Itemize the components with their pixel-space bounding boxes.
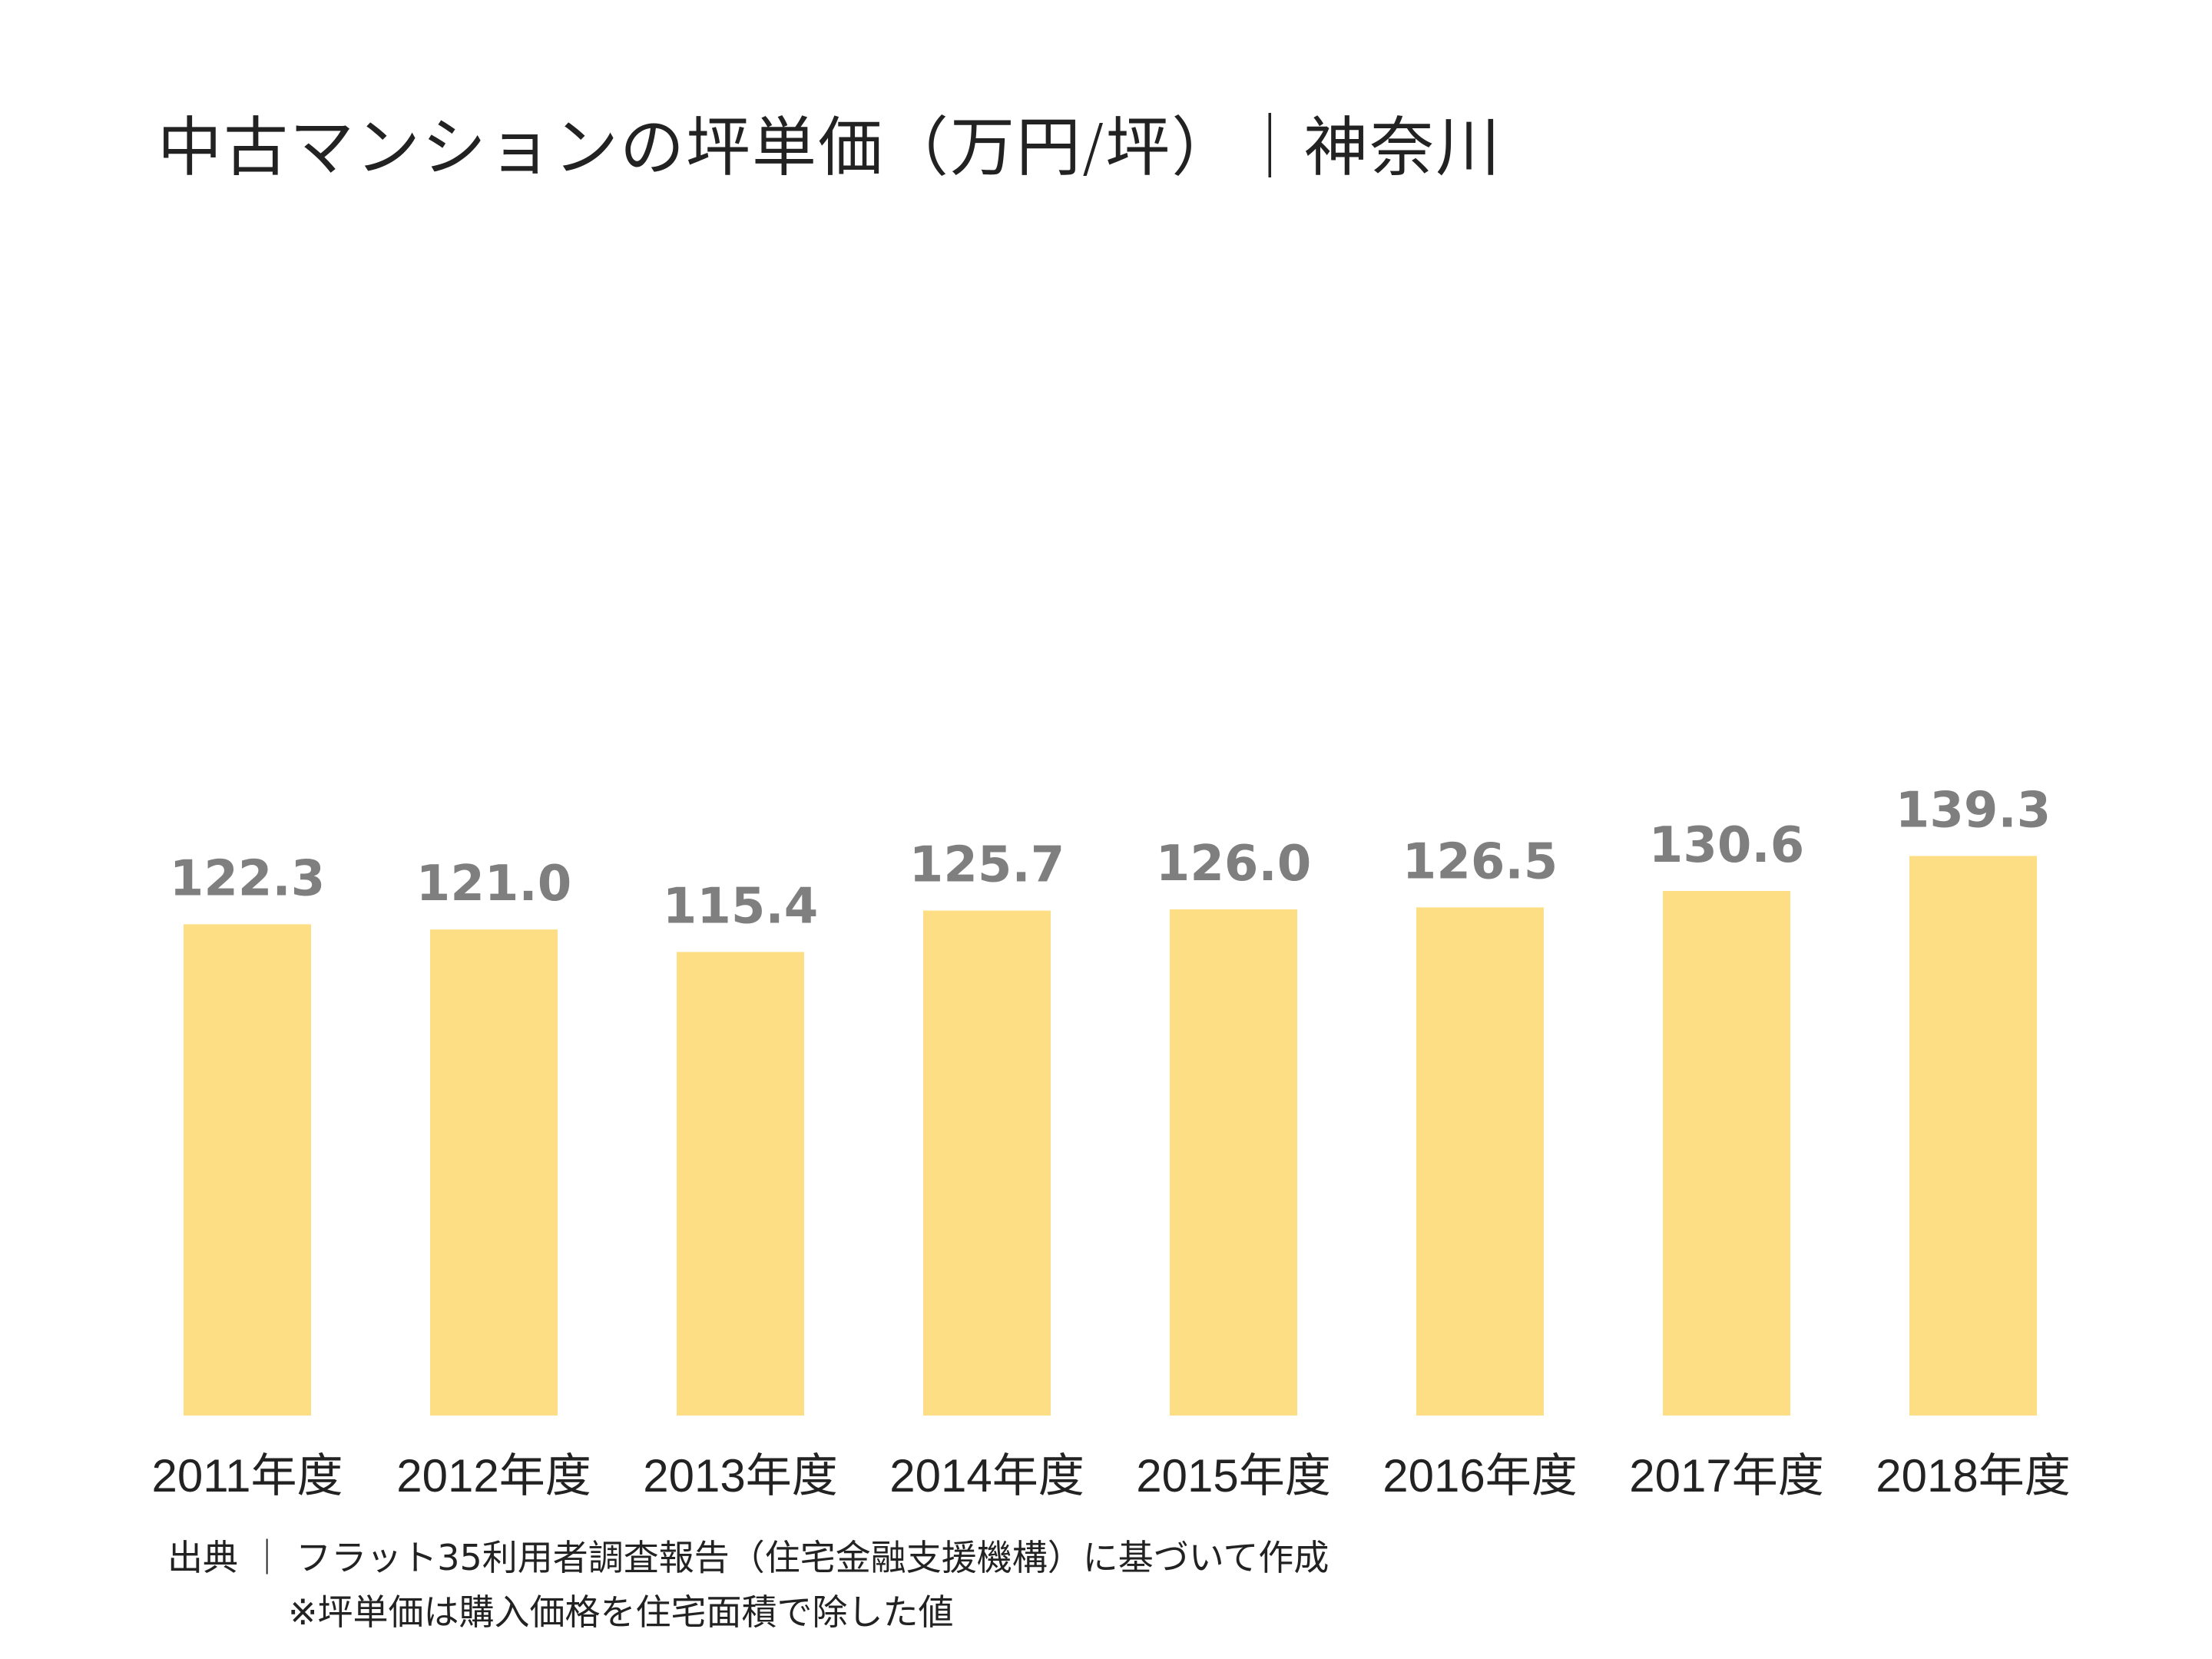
bar-2012年度 <box>430 929 558 1416</box>
category-label-2016年度: 2016年度 <box>1382 1450 1577 1502</box>
bar-2011年度 <box>184 924 311 1416</box>
value-label-2013年度: 115.4 <box>663 878 818 935</box>
chart-title: 中古マンションの坪単価（万円/坪）｜神奈川 <box>157 110 1502 185</box>
value-label-2017年度: 130.6 <box>1649 817 1804 874</box>
bars-group <box>184 856 2037 1416</box>
value-label-2018年度: 139.3 <box>1896 782 2051 839</box>
category-label-2014年度: 2014年度 <box>889 1450 1084 1502</box>
bar-2018年度 <box>1909 856 2037 1416</box>
category-label-2017年度: 2017年度 <box>1629 1450 1823 1502</box>
bar-2013年度 <box>677 952 804 1416</box>
value-label-2015年度: 126.0 <box>1156 836 1311 892</box>
bar-2015年度 <box>1170 909 1297 1416</box>
category-label-2011年度: 2011年度 <box>151 1450 343 1502</box>
category-label-2012年度: 2012年度 <box>396 1450 591 1502</box>
definition-note: ※坪単価は購入価格を住宅面積で除した値 <box>288 1591 954 1633</box>
category-label-2015年度: 2015年度 <box>1136 1450 1330 1502</box>
source-note: 出典 ｜ フラット35利用者調査報告（住宅金融支援機構）に基づいて作成 <box>167 1537 1330 1578</box>
bar-2016年度 <box>1416 907 1544 1416</box>
value-labels-group: 122.3 121.0 115.4 125.7 126.0 126.5 130.6 139.3 <box>170 782 2051 935</box>
bar-2017年度 <box>1663 890 1790 1416</box>
category-label-2013年度: 2013年度 <box>643 1450 837 1502</box>
value-label-2016年度: 126.5 <box>1402 833 1558 890</box>
category-labels-group: 2011年度 2012年度 2013年度 2014年度 2015年度 2016年度 2017… <box>151 1450 2070 1502</box>
value-label-2012年度: 121.0 <box>416 856 571 912</box>
bar-2014年度 <box>923 910 1051 1416</box>
category-label-2018年度: 2018年度 <box>1876 1450 2070 1502</box>
value-label-2011年度: 122.3 <box>170 850 325 907</box>
value-label-2014年度: 125.7 <box>909 837 1065 894</box>
